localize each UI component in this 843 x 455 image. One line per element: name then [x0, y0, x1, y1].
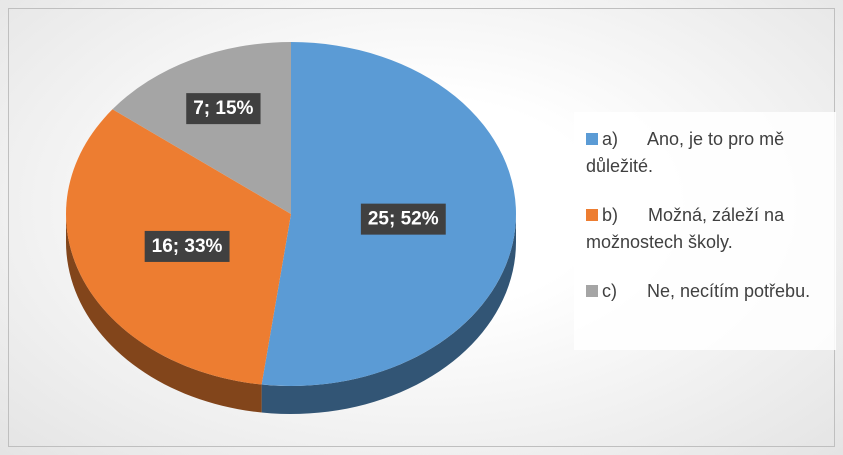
legend-swatch: [586, 285, 598, 297]
legend-item: a) Ano, je to pro mě důležité.: [586, 126, 826, 180]
value-label: 25; 52%: [368, 209, 439, 230]
legend-item: c) Ne, necítím potřebu.: [586, 278, 826, 305]
slice-side: [261, 214, 516, 414]
legend-label: c) Ne, necítím potřebu.: [602, 281, 811, 301]
slice: [112, 42, 291, 214]
value-label-bg: [186, 93, 261, 125]
legend-label: a) Ano, je to pro mě důležité.: [586, 129, 790, 176]
legend-swatch: [586, 133, 598, 145]
value-label-bg: [360, 203, 446, 235]
legend-swatch: [586, 209, 598, 221]
legend: a) Ano, je to pro mě důležité. b) Možná, …: [574, 112, 836, 350]
slice-side: [66, 214, 262, 413]
value-label: 16; 33%: [152, 236, 223, 257]
value-label: 7; 15%: [193, 98, 253, 119]
legend-label: b) Možná, záleží na možnostech školy.: [586, 205, 790, 252]
value-label-bg: [144, 230, 230, 262]
legend-item: b) Možná, záleží na možnostech školy.: [586, 202, 826, 256]
